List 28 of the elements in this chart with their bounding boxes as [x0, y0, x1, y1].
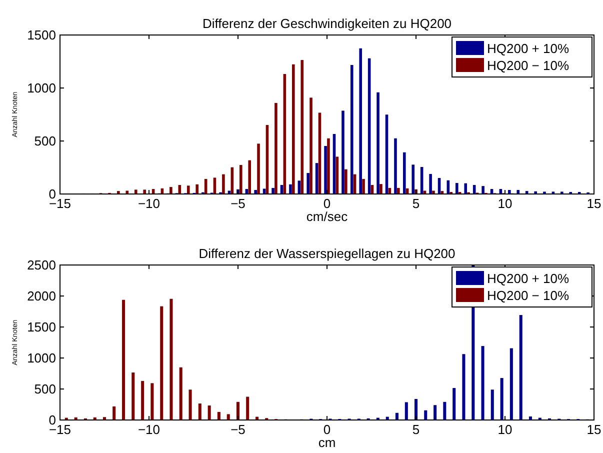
chart-title: Differenz der Wasserspiegellagen zu HQ200	[198, 246, 456, 261]
legend-label: HQ200 + 10%	[487, 271, 570, 286]
x-tick-label: −5	[230, 196, 246, 211]
x-axis-title: cm	[318, 435, 336, 450]
x-tick-label: 10	[498, 422, 512, 437]
y-tick-label: 500	[34, 134, 56, 148]
x-tick-label: 0	[323, 422, 331, 437]
x-tick-label: 5	[412, 422, 420, 437]
x-axis-title: cm/sec	[306, 209, 348, 224]
x-tick-label: −10	[138, 196, 160, 211]
y-tick-label: 500	[34, 382, 56, 396]
y-tick-label: 1500	[27, 28, 56, 42]
x-tick-label: 5	[412, 196, 420, 211]
y-tick-label: 2500	[27, 258, 56, 272]
y-tick-label: 2000	[27, 288, 56, 304]
legend-label: HQ200 − 10%	[487, 58, 570, 73]
x-tick-label: −5	[230, 422, 246, 437]
x-tick-label: 10	[498, 196, 512, 211]
x-tick-label: −10	[138, 422, 160, 437]
legend-label: HQ200 − 10%	[487, 288, 570, 303]
legend-label: HQ200 + 10%	[487, 41, 570, 56]
y-tick-label: 1500	[27, 320, 56, 334]
x-tick-label: 0	[323, 196, 331, 211]
x-tick-label: 15	[586, 422, 602, 437]
chart-title: Differenz der Geschwindigkeiten zu HQ200	[202, 16, 452, 31]
y-tick-label: 1000	[27, 350, 56, 366]
y-tick-label: 1000	[27, 80, 56, 96]
x-tick-label: 15	[586, 196, 602, 211]
